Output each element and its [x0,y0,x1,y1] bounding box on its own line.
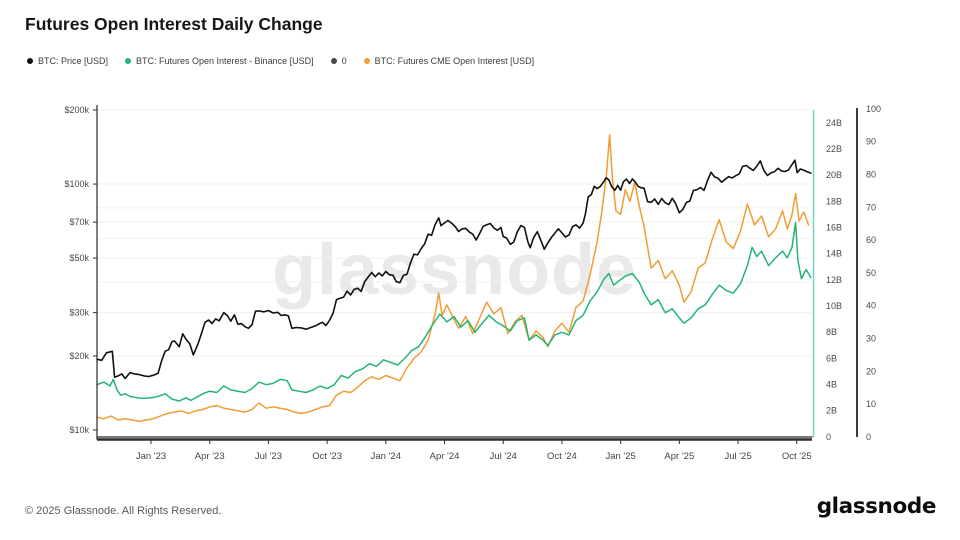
oi-axis-tick-label: 18B [826,196,842,206]
legend-dot-price [27,58,33,64]
oi-axis-tick-label: 20B [826,170,842,180]
x-axis-tick-label: Jul '25 [724,451,751,462]
aux-axis-tick-label: 20 [866,366,876,376]
chart-legend: BTC: Price [USD] BTC: Futures Open Intere… [27,56,551,66]
x-axis-tick-label: Jul '24 [490,451,517,462]
left-axis-tick-label: $50k [69,253,89,263]
aux-axis-tick-label: 10 [866,399,876,409]
aux-axis-tick-label: 30 [866,333,876,343]
oi-axis-tick-label: 2B [826,406,837,416]
x-axis-tick-label: Oct '24 [547,451,577,462]
oi-axis-tick-label: 8B [826,327,837,337]
legend-item-cme-oi[interactable]: BTC: Futures CME Open Interest [USD] [363,56,535,66]
glassnode-logo: glassnode [816,494,937,519]
aux-axis-tick-label: 80 [866,169,876,179]
legend-label: BTC: Futures Open Interest - Binance [US… [136,56,314,66]
legend-dot-cme-oi [363,58,370,64]
aux-axis-tick-label: 100 [866,104,881,114]
x-axis-tick-label: Jan '23 [136,451,166,462]
x-axis-tick-label: Apr '25 [664,451,694,462]
aux-axis-tick-label: 70 [866,202,876,212]
x-axis-tick-label: Apr '24 [430,451,460,462]
x-axis-tick-label: Oct '23 [312,451,342,462]
oi-axis-tick-label: 14B [826,249,842,259]
aux-axis-tick-label: 60 [866,235,876,245]
left-axis-tick-label: $10k [69,425,89,435]
copyright-text: © 2025 Glassnode. All Rights Reserved. [25,505,222,517]
aux-axis-tick-label: 90 [866,137,876,147]
glassnode-watermark: glassnode [272,230,638,310]
oi-axis-tick-label: 4B [826,380,837,390]
page-title: Futures Open Interest Daily Change [25,14,323,34]
aux-axis-tick-label: 50 [866,268,876,278]
legend-item-price[interactable]: BTC: Price [USD] [27,56,108,66]
price-series-line [96,159,812,380]
left-axis-tick-label: $30k [69,308,89,318]
oi-axis-tick-label: 24B [826,118,842,128]
legend-dot-zero [330,58,337,64]
legend-item-zero[interactable]: 0 [330,56,347,66]
legend-label: 0 [341,56,347,66]
oi-axis-tick-label: 10B [826,301,842,311]
x-axis-tick-label: Jul '23 [255,451,282,462]
x-axis-tick-label: Jan '25 [605,451,635,462]
x-axis-tick-label: Jan '24 [371,451,401,462]
cme_oi-series-line [96,134,810,423]
x-axis-tick-label: Oct '25 [782,451,812,462]
legend-label: BTC: Price [USD] [38,56,109,66]
oi-axis-tick-label: 6B [826,353,837,363]
oi-axis-tick-label: 0 [826,432,831,442]
left-axis-tick-label: $70k [69,217,89,227]
legend-label: BTC: Futures CME Open Interest [USD] [374,56,535,66]
legend-dot-binance-oi [125,58,132,64]
oi-axis-tick-label: 16B [826,223,842,233]
oi-axis-tick-label: 12B [826,275,842,285]
binance_oi-series-line [96,221,812,402]
aux-axis-tick-label: 40 [866,301,876,311]
left-axis-tick-label: $200k [64,105,89,115]
left-axis-tick-label: $100k [64,179,89,189]
left-axis-tick-label: $20k [69,351,89,361]
legend-item-binance-oi[interactable]: BTC: Futures Open Interest - Binance [US… [125,56,314,66]
x-axis-tick-label: Apr '23 [195,451,225,462]
oi-axis-tick-label: 22B [826,144,842,154]
aux-axis-tick-label: 0 [866,432,871,442]
